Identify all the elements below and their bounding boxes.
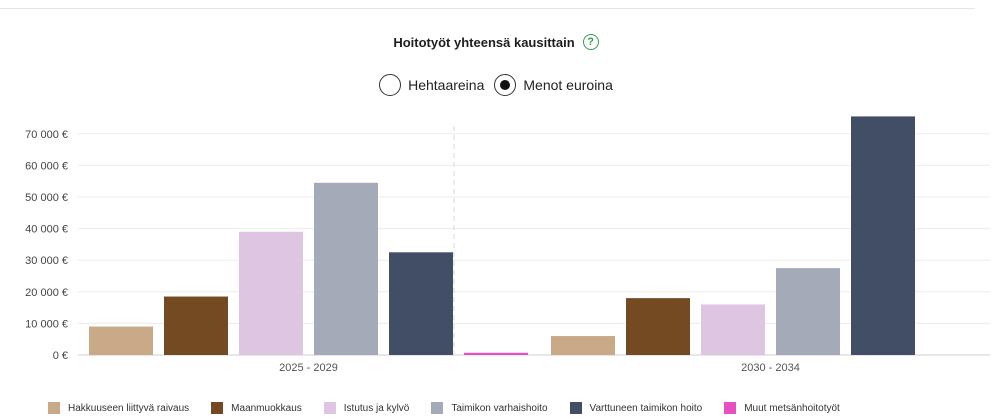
radio-circle-icon[interactable] (379, 74, 402, 96)
y-tick-label: 40 000 € (25, 224, 68, 236)
radio-euros-label: Menot euroina (523, 77, 613, 93)
bar (851, 116, 915, 355)
unit-toggle: Hehtaareina Menot euroina (0, 74, 992, 96)
legend-label: Varttuneen taimikon hoito (589, 402, 703, 414)
x-category-label: 2025 - 2029 (279, 362, 338, 374)
legend-item[interactable]: Istutus ja kylvö (323, 402, 410, 414)
y-tick-label: 30 000 € (25, 255, 68, 267)
radio-hectares[interactable]: Hehtaareina (379, 74, 484, 96)
bar (164, 296, 228, 355)
legend-label: Maanmuokkaus (231, 402, 302, 414)
chart-header: Hoitotyöt yhteensä kausittain ? (0, 34, 992, 50)
legend-item[interactable]: Hakkuuseen liittyvä raivaus (48, 402, 189, 414)
legend-label: Muut metsänhoitotyöt (744, 402, 840, 414)
question-mark-icon[interactable]: ? (582, 34, 599, 50)
legend-swatch (48, 402, 60, 414)
y-tick-label: 20 000 € (25, 287, 68, 299)
bar (464, 352, 528, 355)
legend-label: Istutus ja kylvö (343, 402, 410, 414)
legend-swatch (211, 402, 224, 414)
legend-label: Hakkuuseen liittyvä raivaus (68, 402, 190, 414)
radio-euros[interactable]: Menot euroina (494, 74, 613, 96)
chart-title: Hoitotyöt yhteensä kausittain (393, 34, 575, 50)
y-tick-label: 50 000 € (25, 192, 68, 204)
y-tick-label: 60 000 € (25, 160, 68, 172)
bar (551, 336, 615, 355)
x-category-label: 2030 - 2034 (741, 362, 800, 374)
bar (776, 268, 840, 355)
legend-swatch (569, 402, 582, 414)
legend-swatch (323, 402, 336, 414)
radio-circle-selected-icon[interactable] (494, 74, 517, 96)
y-tick-label: 70 000 € (25, 129, 68, 141)
radio-hectares-label: Hehtaareina (408, 77, 485, 93)
bar (389, 252, 453, 355)
legend-item[interactable]: Maanmuokkaus (211, 402, 302, 414)
y-tick-label: 0 € (53, 350, 68, 362)
legend-swatch (724, 402, 737, 414)
legend-item[interactable]: Varttuneen taimikon hoito (569, 402, 703, 414)
bar-chart: 0 € 10 000 € 20 000 € 30 000 € 40 000 € 50 00… (25, 116, 990, 374)
bar (89, 326, 153, 355)
legend-item[interactable]: Taimikon varhaishoito (431, 402, 548, 414)
legend-swatch (431, 402, 444, 414)
y-tick-label: 10 000 € (25, 318, 68, 330)
legend-label: Taimikon varhaishoito (451, 402, 548, 414)
chart-legend: Hakkuuseen liittyvä raivaus Maanmuokkaus I… (48, 402, 840, 414)
top-divider (0, 8, 975, 9)
bar (626, 298, 690, 355)
bar (314, 182, 378, 355)
bar (239, 231, 303, 355)
bar (701, 304, 765, 355)
legend-item[interactable]: Muut metsänhoitotyöt (724, 402, 840, 414)
